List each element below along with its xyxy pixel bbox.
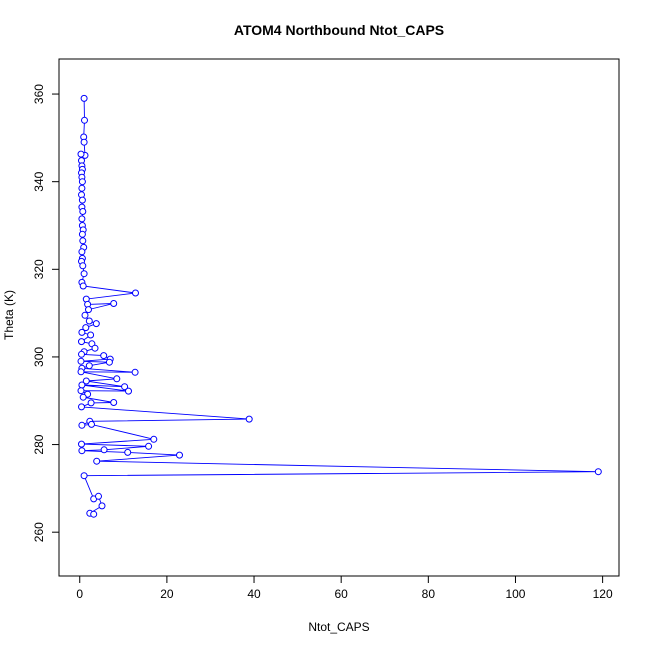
series-line bbox=[80, 98, 599, 515]
data-series bbox=[77, 94, 602, 518]
data-point bbox=[85, 362, 93, 370]
data-point bbox=[85, 306, 92, 314]
data-point bbox=[132, 289, 139, 297]
data-point bbox=[82, 377, 90, 385]
plot-area-border bbox=[58, 58, 620, 577]
data-point bbox=[78, 381, 86, 389]
data-point bbox=[78, 215, 86, 223]
data-point bbox=[80, 138, 88, 146]
data-point bbox=[79, 262, 87, 270]
data-point bbox=[176, 451, 183, 459]
y-axis-label: Theta (K) bbox=[2, 290, 16, 340]
data-point bbox=[145, 442, 153, 450]
data-point bbox=[87, 331, 95, 339]
data-point bbox=[81, 116, 88, 124]
data-point bbox=[78, 178, 86, 186]
axes: 0 20 40 60 80 100 120 260 280 300 320 340 360 bbox=[32, 84, 613, 601]
data-point bbox=[80, 94, 88, 102]
data-point bbox=[110, 300, 118, 307]
data-point bbox=[79, 208, 87, 215]
data-point bbox=[95, 492, 102, 500]
x-tick-label: 60 bbox=[334, 587, 348, 601]
data-point bbox=[79, 282, 87, 290]
data-point bbox=[81, 311, 89, 319]
data-point bbox=[79, 237, 87, 245]
data-point bbox=[80, 472, 88, 480]
data-point bbox=[150, 435, 158, 443]
x-tick-label: 100 bbox=[505, 587, 525, 601]
data-point bbox=[245, 415, 253, 423]
data-point bbox=[113, 375, 121, 383]
y-tick-label: 260 bbox=[32, 522, 46, 542]
y-tick-label: 340 bbox=[32, 171, 46, 191]
data-point bbox=[93, 457, 101, 465]
data-point bbox=[124, 448, 132, 456]
data-point bbox=[121, 383, 129, 391]
data-point bbox=[78, 328, 86, 336]
data-point bbox=[77, 368, 85, 376]
data-point bbox=[87, 399, 95, 407]
data-point bbox=[125, 387, 132, 395]
x-tick-label: 0 bbox=[76, 587, 83, 601]
data-point bbox=[110, 399, 118, 406]
data-point bbox=[77, 150, 85, 158]
data-point bbox=[78, 447, 86, 455]
data-point bbox=[78, 421, 86, 429]
data-point bbox=[78, 338, 85, 346]
data-point bbox=[100, 352, 108, 360]
data-point bbox=[91, 344, 99, 352]
data-point bbox=[100, 446, 108, 454]
y-tick-label: 320 bbox=[32, 259, 46, 279]
x-axis-label: Ntot_CAPS bbox=[308, 620, 369, 634]
data-point bbox=[78, 403, 85, 411]
data-point bbox=[80, 270, 88, 278]
data-point bbox=[88, 420, 95, 428]
x-tick-label: 40 bbox=[247, 587, 261, 601]
data-point bbox=[131, 368, 139, 376]
data-point bbox=[105, 358, 113, 366]
data-point bbox=[77, 357, 85, 365]
data-point bbox=[85, 317, 93, 325]
data-point bbox=[78, 350, 85, 358]
data-point bbox=[79, 393, 87, 401]
y-tick-label: 280 bbox=[32, 434, 46, 454]
data-point bbox=[98, 502, 106, 510]
x-tick-label: 80 bbox=[422, 587, 436, 601]
data-point bbox=[78, 248, 86, 256]
y-tick-label: 300 bbox=[32, 347, 46, 367]
data-point bbox=[78, 230, 86, 238]
data-point bbox=[594, 468, 602, 476]
data-point bbox=[77, 387, 85, 395]
data-point bbox=[82, 324, 90, 332]
data-point bbox=[90, 510, 98, 518]
data-point bbox=[78, 196, 86, 204]
data-point bbox=[78, 440, 85, 448]
chart-title: ATOM4 Northbound Ntot_CAPS bbox=[234, 22, 444, 38]
data-point bbox=[78, 184, 86, 192]
data-point bbox=[92, 320, 100, 328]
x-tick-label: 20 bbox=[160, 587, 174, 601]
y-tick-label: 360 bbox=[32, 84, 46, 104]
x-tick-label: 120 bbox=[593, 587, 613, 601]
